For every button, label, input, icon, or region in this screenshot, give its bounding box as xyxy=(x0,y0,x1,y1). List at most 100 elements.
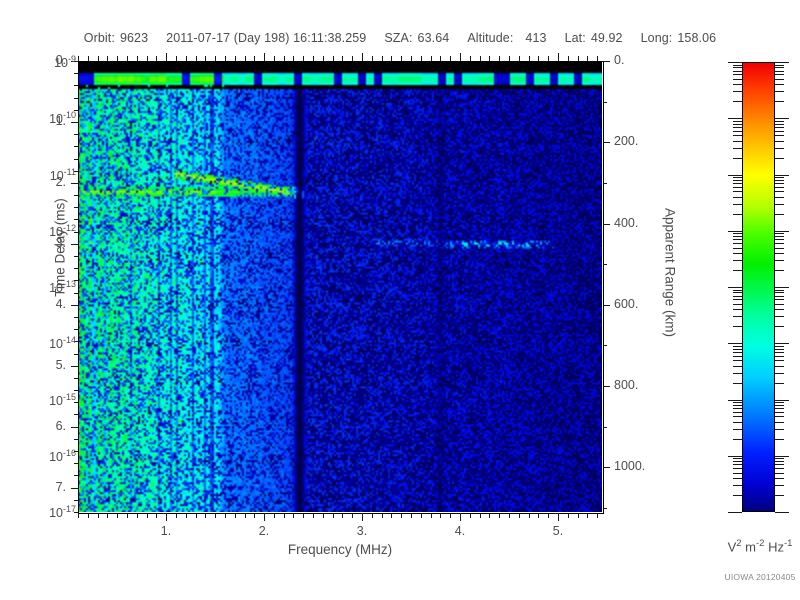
units-m-exp: -2 xyxy=(756,538,765,549)
colorbar-tick-minor xyxy=(733,74,742,75)
colorbar-tick-minor xyxy=(775,243,784,244)
x-top-tick-minor xyxy=(196,56,197,61)
y-right-tick-major xyxy=(603,142,610,143)
y-left-tick-minor xyxy=(74,110,78,111)
y-left-tick-major xyxy=(71,305,78,306)
x-top-tick-minor xyxy=(147,56,148,61)
colorbar-tick-minor xyxy=(775,309,784,310)
colorbar-tick-minor xyxy=(733,373,742,374)
x-tick-major xyxy=(166,513,167,521)
y-left-tick-major xyxy=(71,488,78,489)
colorbar-tick-minor xyxy=(733,214,742,215)
y-left-tick-minor xyxy=(74,98,78,99)
units-hz: Hz xyxy=(768,539,784,555)
y-left-tick-major xyxy=(71,61,78,62)
y-left-tick-minor xyxy=(74,171,78,172)
x-top-tick-minor xyxy=(205,56,206,61)
colorbar-tick-minor xyxy=(733,296,742,297)
colorbar-tick-minor xyxy=(733,304,742,305)
x-tick-minor xyxy=(421,513,422,518)
x-tick-minor xyxy=(391,513,392,518)
colorbar-tick-minor xyxy=(775,412,784,413)
x-top-tick-minor xyxy=(88,56,89,61)
colorbar-tick-minor xyxy=(775,141,784,142)
ionogram-spectrogram xyxy=(78,61,602,512)
x-top-tick-minor xyxy=(421,56,422,61)
colorbar-tick-major xyxy=(775,512,789,513)
x-tick-minor xyxy=(137,513,138,518)
x-tick-minor xyxy=(98,513,99,518)
altitude-label: Altitude: xyxy=(467,31,514,45)
colorbar-tick-minor xyxy=(775,402,784,403)
colorbar-tick-minor xyxy=(733,197,742,198)
x-top-tick-minor xyxy=(107,56,108,61)
x-top-tick-minor xyxy=(372,56,373,61)
y-left-tick-label: 3. xyxy=(55,236,66,250)
y-right-tick-minor xyxy=(603,264,607,265)
colorbar-tick-minor xyxy=(775,478,784,479)
colorbar-tick-minor xyxy=(775,253,784,254)
lat-value: 49.92 xyxy=(590,31,623,45)
colorbar-tick-minor xyxy=(775,292,784,293)
x-tick-major xyxy=(264,513,265,521)
colorbar-tick-major xyxy=(775,231,789,232)
x-top-tick-minor xyxy=(480,56,481,61)
x-top-tick-minor xyxy=(235,56,236,61)
colorbar-tick-minor xyxy=(733,187,742,188)
colorbar-tick-label: 10-15 xyxy=(49,392,76,409)
x-tick-major xyxy=(362,513,363,521)
x-tick-label: 4. xyxy=(454,524,466,538)
colorbar-tick-minor xyxy=(733,248,742,249)
colorbar-tick-minor xyxy=(733,292,742,293)
colorbar-tick-minor xyxy=(775,101,784,102)
x-tick-minor xyxy=(342,513,343,518)
colorbar-tick-minor xyxy=(775,458,784,459)
colorbar-tick-minor xyxy=(775,422,784,423)
colorbar-tick-minor xyxy=(733,316,742,317)
x-tick-minor xyxy=(509,513,510,518)
x-tick-minor xyxy=(450,513,451,518)
y-right-tick-label: 200. xyxy=(614,134,639,148)
colorbar-tick-minor xyxy=(775,84,784,85)
colorbar-tick-minor xyxy=(733,439,742,440)
colorbar-tick-minor xyxy=(775,416,784,417)
colorbar-tick-minor xyxy=(733,478,742,479)
spectrogram-canvas xyxy=(78,61,602,512)
colorbar-tick-major xyxy=(728,343,742,344)
y-left-tick-label: 2. xyxy=(55,175,66,189)
colorbar-tick-minor xyxy=(733,422,742,423)
x-tick-minor xyxy=(372,513,373,518)
y-left-tick-minor xyxy=(74,354,78,355)
colorbar-tick-minor xyxy=(775,135,784,136)
x-tick-label: 1. xyxy=(160,524,172,538)
y-right-tick-major xyxy=(603,386,610,387)
colorbar-tick-minor xyxy=(733,485,742,486)
x-top-tick-minor xyxy=(440,56,441,61)
colorbar-tick-minor xyxy=(775,67,784,68)
colorbar-tick-minor xyxy=(733,124,742,125)
colorbar-tick-minor xyxy=(733,290,742,291)
x-top-tick-minor xyxy=(578,56,579,61)
colorbar-tick-minor xyxy=(775,473,784,474)
colorbar-tick-minor xyxy=(733,429,742,430)
colorbar-tick-minor xyxy=(733,127,742,128)
x-top-tick-major xyxy=(264,53,265,61)
orbit-value: 9623 xyxy=(119,31,149,45)
x-tick-minor xyxy=(529,513,530,518)
colorbar-tick-minor xyxy=(733,148,742,149)
colorbar-tick-minor xyxy=(733,383,742,384)
colorbar-tick-label: 10-11 xyxy=(49,167,76,184)
y-left-tick-minor xyxy=(74,329,78,330)
y-left-tick-minor xyxy=(74,280,78,281)
x-axis-title: Frequency (MHz) xyxy=(287,542,393,557)
y-left-tick-minor xyxy=(74,451,78,452)
x-top-tick-minor xyxy=(156,56,157,61)
y-left-tick-major xyxy=(71,366,78,367)
y-left-tick-minor xyxy=(74,219,78,220)
x-tick-minor xyxy=(78,513,79,518)
y-left-tick-minor xyxy=(74,232,78,233)
colorbar-tick-minor xyxy=(775,124,784,125)
colorbar-tick-minor xyxy=(733,408,742,409)
y-left-tick-major xyxy=(71,427,78,428)
y-right-tick-major xyxy=(603,467,610,468)
